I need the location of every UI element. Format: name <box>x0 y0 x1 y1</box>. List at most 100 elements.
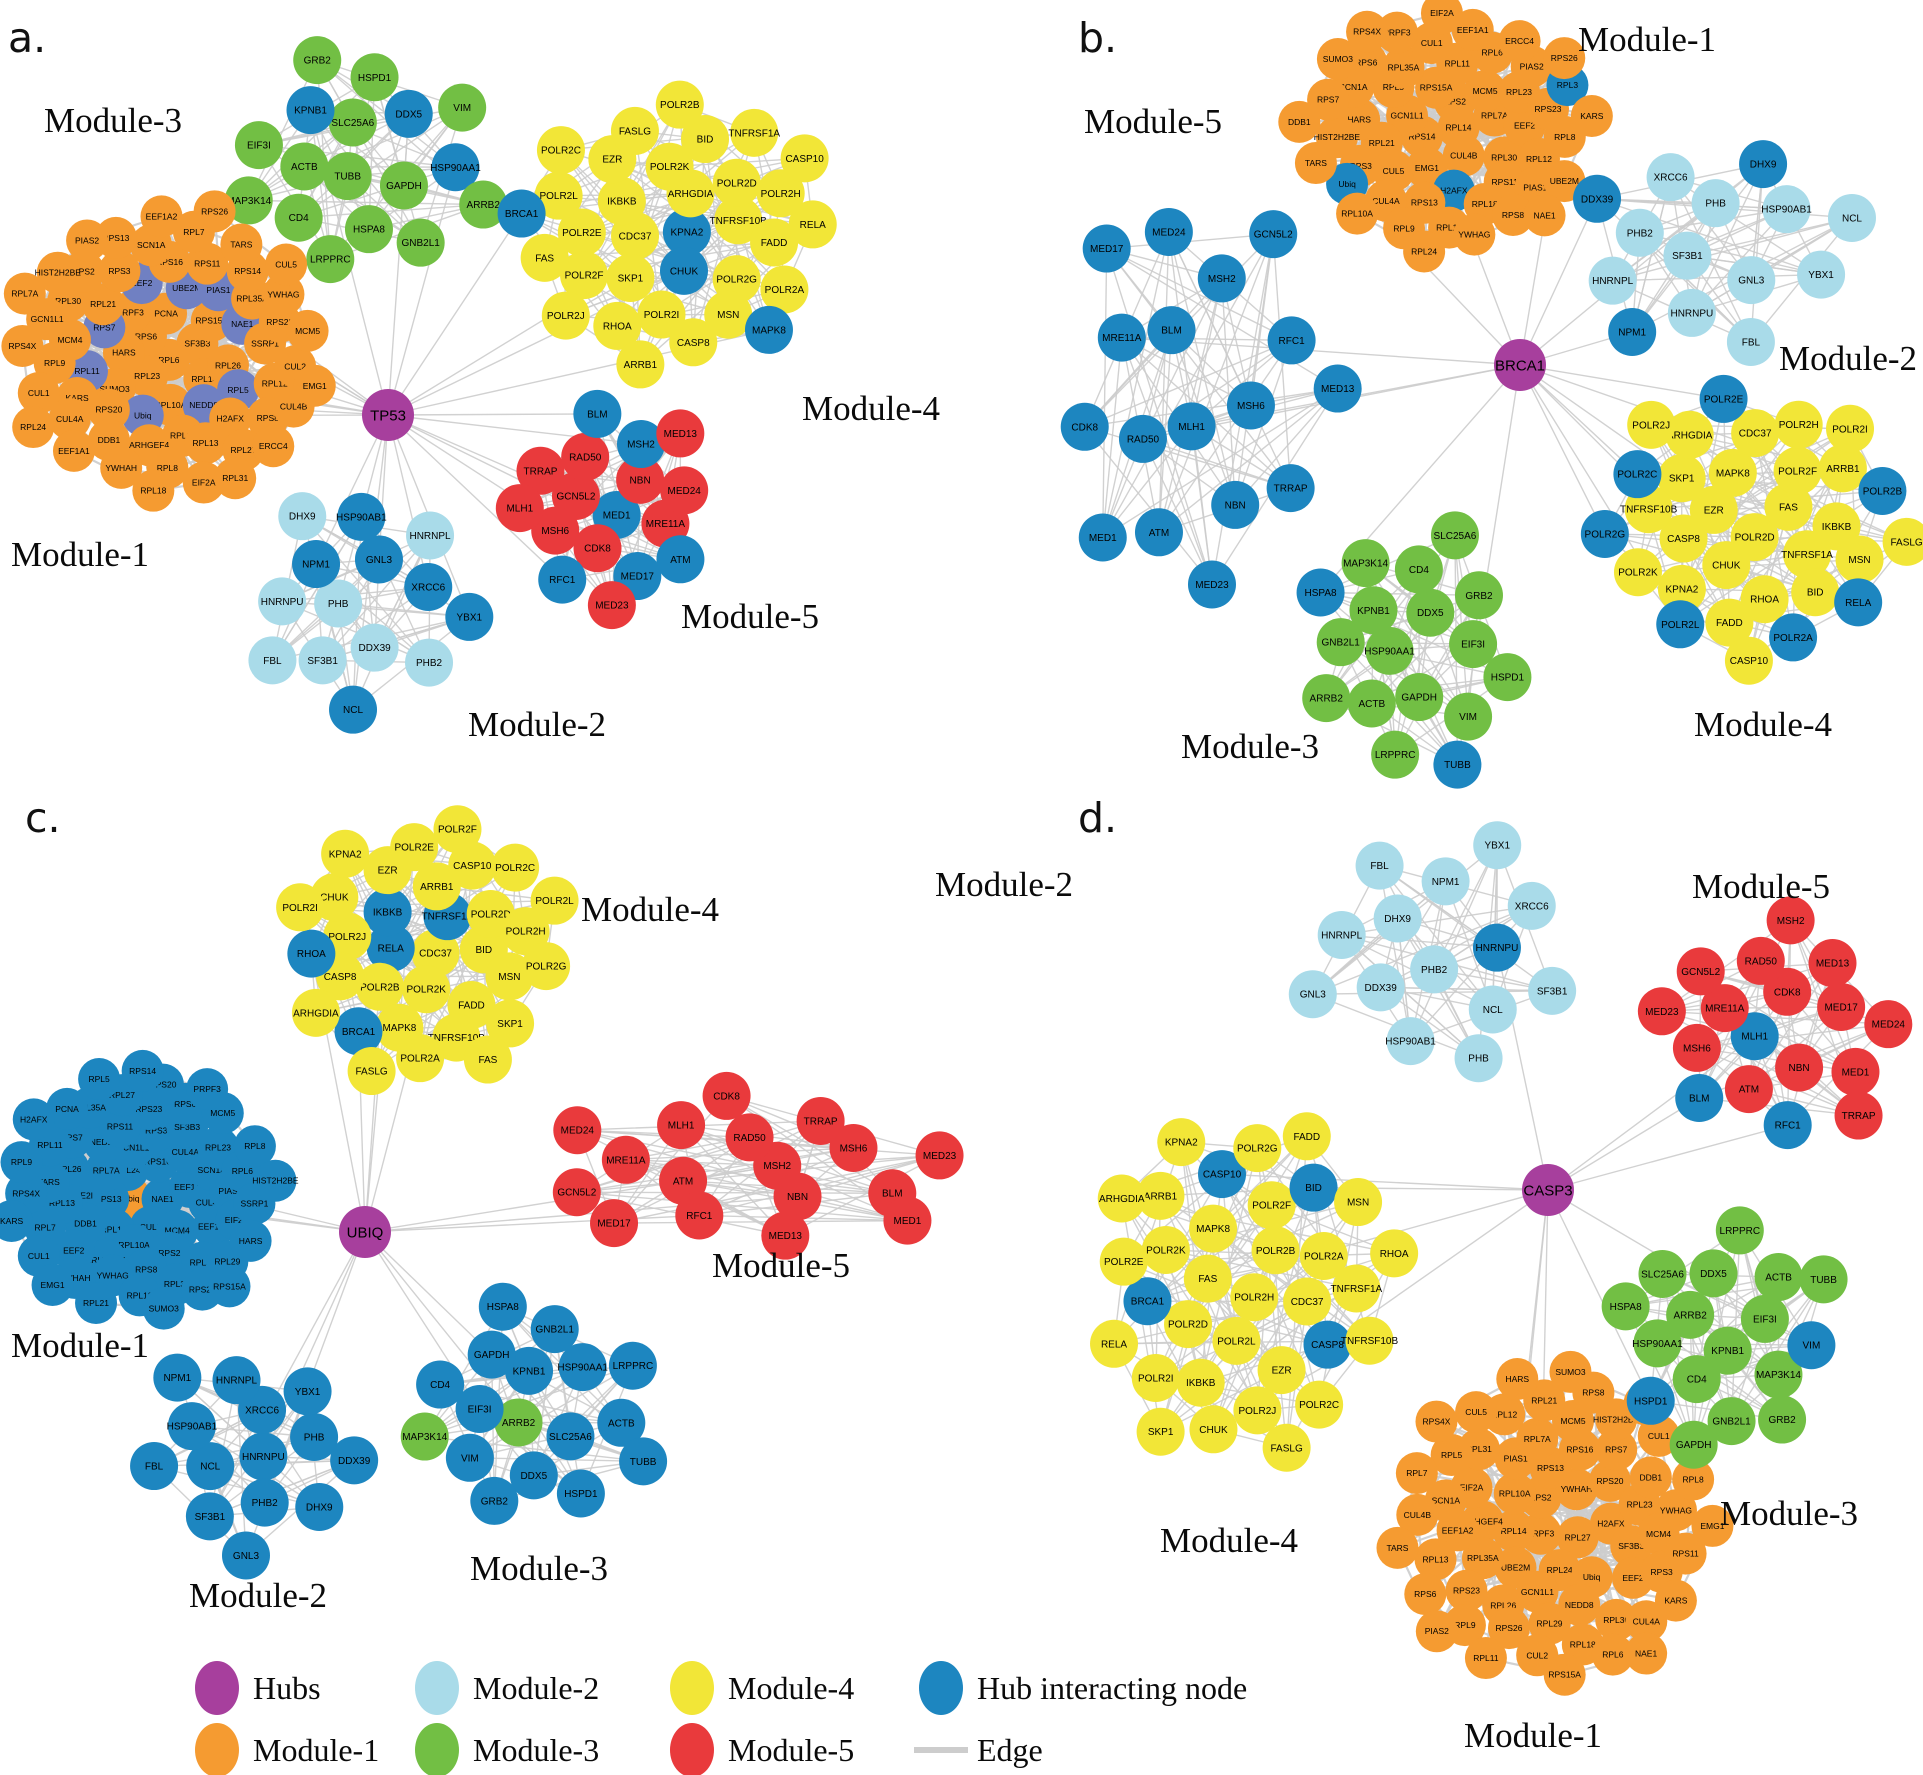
edge <box>387 414 429 588</box>
node-RPL7A: RPL7A <box>3 272 46 315</box>
node-MED17: MED17 <box>1082 224 1131 273</box>
node-circle-GRB2 <box>293 36 342 85</box>
node-TARS: TARS <box>220 223 263 266</box>
node-ERCC4: ERCC4 <box>1498 20 1541 63</box>
node-ACTB: ACTB <box>280 142 329 191</box>
node-circle-RPL21 <box>82 283 125 326</box>
node-circle-KPNA2 <box>662 208 711 257</box>
node-circle-BID <box>1289 1163 1338 1212</box>
node-circle-BRCA1 <box>1123 1277 1172 1326</box>
node-circle-YWHAH <box>100 446 143 489</box>
node-MAPK8: MAPK8 <box>744 305 793 354</box>
node-TUBB: TUBB <box>1799 1255 1848 1304</box>
node-circle-FADD <box>750 218 799 267</box>
node-circle-GNB2L1 <box>396 218 445 267</box>
node-circle-RPS23 <box>1445 1569 1488 1612</box>
node-circle-ARRB1 <box>616 340 665 389</box>
module-label-b-module-4: Module-4 <box>1694 705 1832 744</box>
node-MED1: MED1 <box>883 1196 932 1245</box>
node-circle-FADD <box>1705 598 1754 647</box>
node-SF3B1: SF3B1 <box>1528 966 1577 1015</box>
node-circle-POLR2C <box>1295 1380 1344 1429</box>
node-DDB1: DDB1 <box>1629 1456 1672 1499</box>
node-MSH6: MSH6 <box>1672 1023 1721 1072</box>
node-circle-XRCC6 <box>404 563 453 612</box>
node-circle-POLR2D <box>1164 1300 1213 1349</box>
node-circle-ATM <box>656 535 705 584</box>
node-circle-CUL4B <box>1442 134 1485 177</box>
edge <box>281 600 430 664</box>
node-circle-HSP90AB1 <box>1762 185 1811 234</box>
node-BID: BID <box>1289 1163 1338 1212</box>
node-RHOA: RHOA <box>287 929 336 978</box>
node-circle-EIF3I <box>1740 1294 1789 1343</box>
node-circle-HSPD1 <box>1483 653 1532 702</box>
node-circle-TARS <box>1294 142 1337 185</box>
node-circle-GNB2L1 <box>1707 1397 1756 1446</box>
module-b-module-3: HSP90AA1DDX5GAPDHKPNB1EIF3IACTBCD4VIMGNB… <box>1296 511 1532 789</box>
module-label-d-module-4: Module-4 <box>1160 1521 1298 1560</box>
module-a-module-3: TUBBSLC25A6GAPDHACTBDDX5HSPA8KPNB1HSP90A… <box>224 36 508 284</box>
node-circle-NAE1 <box>1625 1632 1668 1675</box>
node-circle-BLM <box>1147 306 1196 355</box>
node-PHB: PHB <box>1454 1034 1503 1083</box>
node-circle-POLR2B <box>1251 1226 1300 1275</box>
legend-item-hubs: Hubs <box>195 1661 321 1715</box>
node-circle-PIAS2 <box>1415 1610 1458 1653</box>
panel-letter-a: a. <box>8 14 46 62</box>
node-circle-RPL5 <box>1430 1434 1473 1477</box>
node-circle-CASP10 <box>1198 1150 1247 1199</box>
node-NCL: NCL <box>1827 193 1876 242</box>
node-circle-ARRB1 <box>1136 1171 1185 1220</box>
panel-c: CDC37RELATNFRSF1APOLR2KIKBKBBIDPOLR2BARR… <box>0 794 964 1615</box>
node-circle-POLR2J <box>1233 1386 1282 1435</box>
node-circle-HSP90AB1 <box>337 492 386 541</box>
node-circle-MED1 <box>1831 1047 1880 1096</box>
node-circle-RPS26 <box>1543 37 1586 80</box>
edge <box>1105 247 1292 489</box>
node-RPL10A: RPL10A <box>1336 192 1379 235</box>
module-label-a-module-3: Module-3 <box>44 101 182 140</box>
edge <box>364 1231 493 1356</box>
node-circle-MLH1 <box>1730 1012 1779 1061</box>
node-HNRNPU: HNRNPU <box>1667 288 1716 337</box>
node-circle-GAPDH <box>467 1330 516 1379</box>
node-ATM: ATM <box>1724 1065 1773 1114</box>
edge <box>1409 844 1498 1042</box>
edge <box>1696 1023 1890 1049</box>
node-circle-TUBB <box>323 152 372 201</box>
legend-item-edge: Edge <box>914 1732 1043 1768</box>
hub-label-CASP3: CASP3 <box>1523 1182 1572 1199</box>
node-SLC25A6: SLC25A6 <box>1638 1249 1687 1298</box>
node-YWHAG: YWHAG <box>1453 213 1496 256</box>
module-label-c-module-1: Module-1 <box>11 1326 149 1365</box>
module-c-module-2: HNRNPUNCLXRCC6PHB2HSP90AB1PHBSF3B1HNRNPL… <box>130 1353 379 1580</box>
node-POLR2C: POLR2C <box>1295 1380 1344 1429</box>
edge <box>1519 198 1598 366</box>
node-circle-CUL1 <box>17 372 60 415</box>
node-circle-FBL <box>130 1442 179 1491</box>
node-circle-MED1 <box>1078 513 1127 562</box>
node-circle-POLR2H <box>501 907 550 956</box>
node-FBL: FBL <box>130 1442 179 1491</box>
node-MED24: MED24 <box>1144 207 1193 256</box>
node-circle-RELA <box>366 924 415 973</box>
node-GRB2: GRB2 <box>1758 1395 1807 1444</box>
node-HSPA8: HSPA8 <box>478 1282 527 1331</box>
node-circle-PHB2 <box>405 638 454 687</box>
node-MED17: MED17 <box>1817 982 1866 1031</box>
node-circle-POLR2C <box>536 126 585 175</box>
node-circle-NBN <box>773 1172 822 1221</box>
edge <box>1168 231 1252 407</box>
node-circle-KPNB1 <box>286 86 335 135</box>
edge <box>613 1095 728 1224</box>
legend-item-hub-interacting-node: Hub interacting node <box>919 1661 1247 1715</box>
node-POLR2F: POLR2F <box>1247 1181 1296 1230</box>
node-circle-DDX39 <box>330 1436 379 1485</box>
node-circle-POLR2H <box>1774 400 1823 449</box>
node-IKBKB: IKBKB <box>1176 1358 1225 1407</box>
node-circle-DDX39 <box>350 623 399 672</box>
node-circle-HSPD1 <box>350 53 399 102</box>
node-GNL3: GNL3 <box>1727 256 1776 305</box>
